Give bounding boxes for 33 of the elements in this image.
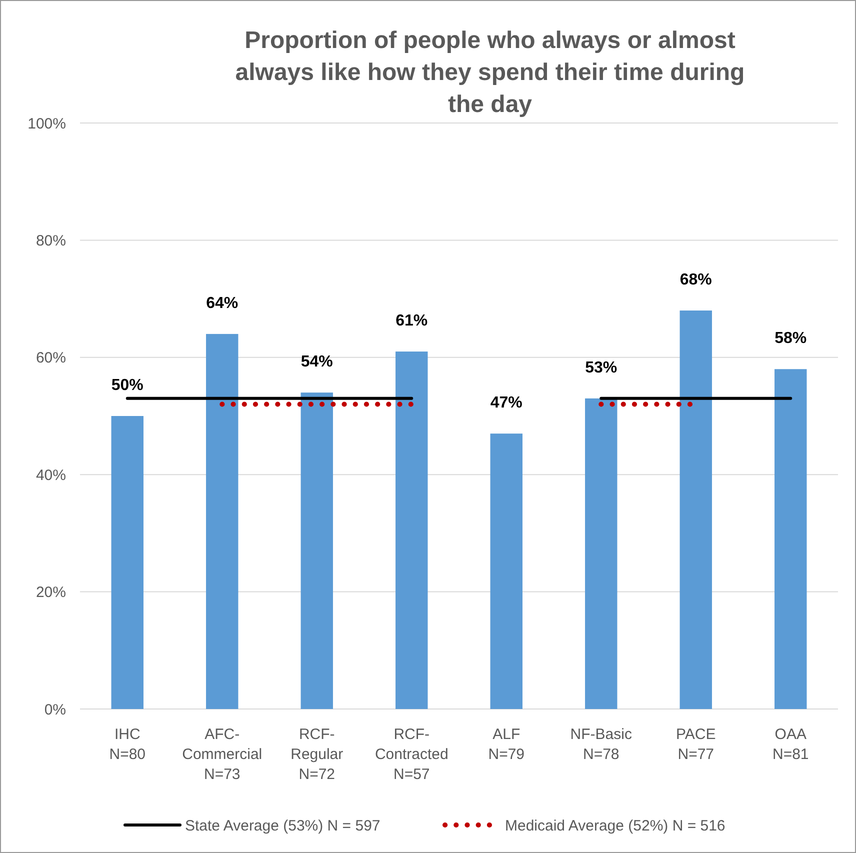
x-tick-label: AFC- Commercial N=73 (182, 726, 262, 783)
x-tick-label: RCF- Regular N=72 (290, 726, 344, 783)
data-label: 47% (490, 394, 522, 412)
bar (774, 369, 807, 709)
data-label: 50% (111, 377, 144, 394)
x-tick-label: NF-Basic N=78 (570, 726, 632, 763)
bar (585, 398, 618, 709)
data-label: 64% (206, 294, 238, 312)
bar (300, 392, 333, 709)
x-tick-label: PACE N=77 (676, 726, 716, 763)
x-tick-label: RCF- Contracted N=57 (374, 726, 448, 783)
x-tick-label: OAA N=81 (772, 726, 809, 763)
data-label: 54% (300, 354, 333, 371)
legend-label: State Average (53%) N = 597 (185, 817, 380, 834)
bar (111, 416, 144, 709)
data-label: 68% (680, 272, 712, 289)
y-tick-label: 80% (36, 232, 66, 250)
x-tick-label: ALF N=79 (488, 726, 525, 763)
data-label: 58% (774, 330, 807, 348)
data-label: 53% (585, 359, 618, 376)
legend-label: Medicaid Average (52%) N = 516 (505, 817, 726, 834)
y-tick-label: 100% (28, 115, 66, 132)
data-label: 61% (396, 312, 428, 330)
chart-title: Proportion of people who always or almost always like how they spend their time during the day (235, 27, 745, 118)
x-tick-label: IHC N=80 (109, 726, 146, 763)
y-tick-label: 40% (36, 466, 66, 484)
bar (396, 352, 428, 709)
bar (490, 434, 522, 709)
y-tick-label: 60% (36, 350, 66, 367)
bar (680, 310, 712, 709)
y-tick-label: 0% (44, 701, 66, 718)
bar (206, 334, 238, 709)
y-tick-label: 20% (36, 584, 66, 602)
